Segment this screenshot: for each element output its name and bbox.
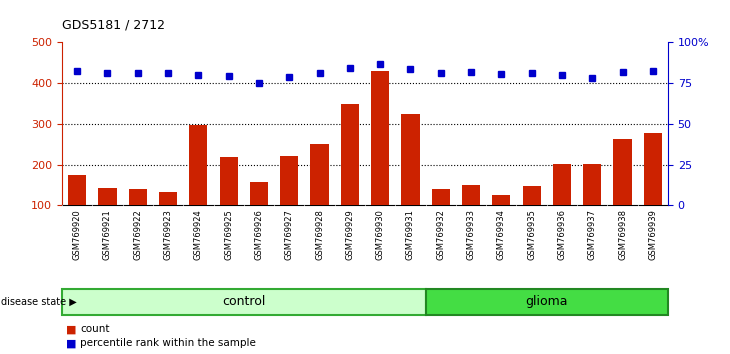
Bar <box>371 71 389 205</box>
Text: GSM769928: GSM769928 <box>315 210 324 260</box>
Text: ■: ■ <box>66 338 76 348</box>
Bar <box>462 185 480 205</box>
Text: ■: ■ <box>66 324 76 334</box>
Text: disease state ▶: disease state ▶ <box>1 297 77 307</box>
Bar <box>613 139 631 205</box>
Bar <box>431 189 450 205</box>
Text: GSM769924: GSM769924 <box>194 210 203 260</box>
Text: GSM769926: GSM769926 <box>255 210 264 260</box>
Bar <box>553 164 571 205</box>
Bar <box>159 192 177 205</box>
Text: GSM769922: GSM769922 <box>134 210 142 260</box>
Bar <box>250 182 268 205</box>
Text: glioma: glioma <box>526 295 568 308</box>
Bar <box>341 104 359 205</box>
Bar <box>492 195 510 205</box>
Text: GSM769932: GSM769932 <box>437 210 445 260</box>
Bar <box>280 156 299 205</box>
Bar <box>62 289 426 315</box>
Text: GSM769927: GSM769927 <box>285 210 293 260</box>
Text: GSM769930: GSM769930 <box>376 210 385 260</box>
Bar <box>310 144 328 205</box>
Text: GSM769921: GSM769921 <box>103 210 112 260</box>
Text: GDS5181 / 2712: GDS5181 / 2712 <box>62 19 165 32</box>
Text: GSM769925: GSM769925 <box>224 210 233 260</box>
Text: GSM769934: GSM769934 <box>497 210 506 260</box>
Text: GSM769939: GSM769939 <box>648 210 657 260</box>
Text: GSM769920: GSM769920 <box>73 210 82 260</box>
Bar <box>128 189 147 205</box>
Text: percentile rank within the sample: percentile rank within the sample <box>80 338 256 348</box>
Text: count: count <box>80 324 110 334</box>
Text: control: control <box>222 295 266 308</box>
Bar <box>644 133 662 205</box>
Text: GSM769933: GSM769933 <box>466 210 475 261</box>
Bar <box>402 114 420 205</box>
Text: GSM769929: GSM769929 <box>345 210 354 260</box>
Bar <box>189 125 207 205</box>
Bar <box>99 188 117 205</box>
Bar <box>426 289 668 315</box>
Bar <box>68 175 86 205</box>
Text: GSM769938: GSM769938 <box>618 210 627 261</box>
Bar <box>583 164 602 205</box>
Text: GSM769923: GSM769923 <box>164 210 172 260</box>
Text: GSM769937: GSM769937 <box>588 210 596 261</box>
Text: GSM769936: GSM769936 <box>558 210 566 261</box>
Text: GSM769935: GSM769935 <box>527 210 536 260</box>
Bar <box>220 157 238 205</box>
Bar <box>523 186 541 205</box>
Text: GSM769931: GSM769931 <box>406 210 415 260</box>
